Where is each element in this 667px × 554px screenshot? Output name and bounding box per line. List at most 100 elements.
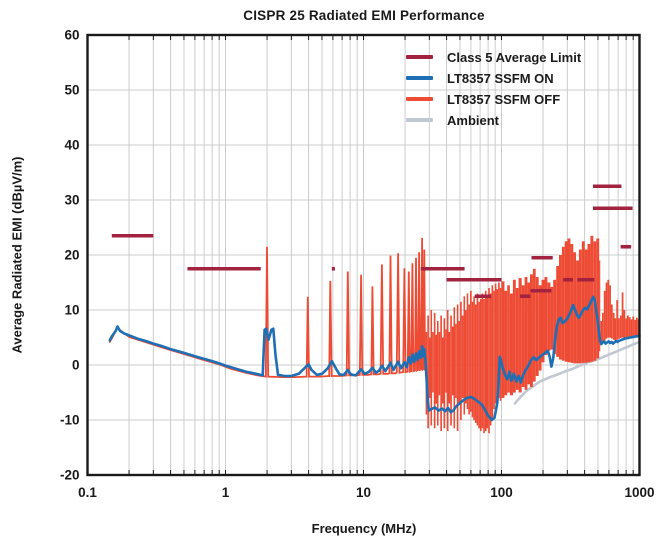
series-ssfm-off-band — [460, 301, 462, 421]
series-ssfm-off-band — [596, 238, 600, 359]
series-ssfm-off-band — [471, 301, 474, 418]
series-ssfm-off-band — [630, 319, 633, 338]
series-ssfm-off-band — [453, 307, 456, 429]
series-ssfm-off-band — [614, 318, 617, 341]
series-ssfm-off-band — [433, 312, 436, 429]
series-ssfm-off-band — [432, 332, 434, 393]
series-ssfm-off-band — [480, 299, 482, 431]
series-ssfm-off-band — [448, 332, 451, 404]
x-axis-title: Frequency (MHz) — [311, 521, 417, 536]
legend: Class 5 Average Limit LT8357 SSFM ON LT8… — [406, 49, 582, 128]
x-tick-label: 100 — [490, 485, 513, 500]
series-ssfm-off-band — [609, 285, 611, 338]
series-ssfm-off-band — [486, 296, 489, 429]
series-ssfm-off-band — [491, 285, 494, 421]
x-tick-label: 0.1 — [78, 485, 97, 500]
series-ssfm-off-band — [627, 315, 629, 339]
series-ssfm-off-band — [544, 277, 548, 356]
series-ssfm-off-band — [612, 312, 615, 340]
series-ssfm-off-band — [443, 318, 446, 429]
series-ssfm-off-band — [535, 277, 539, 376]
series-ssfm-off — [108, 237, 427, 378]
series-ssfm-off-band — [605, 282, 608, 339]
series-ssfm-off-band — [481, 293, 484, 429]
series-ssfm-off-band — [550, 286, 554, 350]
series-ssfm-off-band — [564, 241, 568, 362]
series-ssfm-off-band — [463, 296, 466, 415]
series-ssfm-off-band — [474, 304, 477, 423]
series-ssfm-off-band — [458, 321, 461, 404]
series-ssfm-off-band — [509, 293, 513, 396]
series-ssfm-off-band — [437, 321, 439, 426]
x-tick-label: 10 — [356, 485, 371, 500]
series-ssfm-off-band — [446, 310, 449, 431]
series-ssfm-off-band — [445, 329, 447, 393]
series-ssfm-off-band — [628, 317, 631, 338]
series-ssfm-off-band — [619, 315, 622, 339]
series-ssfm-off-band — [553, 279, 557, 355]
legend-label: Class 5 Average Limit — [447, 49, 582, 65]
series-ssfm-off-band — [600, 321, 602, 345]
series-ssfm-off-band — [532, 268, 536, 382]
legend-item-class5-limit: Class 5 Average Limit — [406, 49, 582, 65]
series-ssfm-off-band — [515, 288, 519, 390]
series-ssfm-off-band — [538, 285, 542, 371]
series-ssfm-off-band — [621, 292, 624, 338]
series-ambient — [513, 340, 641, 405]
series-ssfm-off-band — [507, 285, 510, 393]
series-ssfm-off-band — [499, 288, 502, 401]
y-tick-label: 20 — [64, 248, 79, 263]
series-ssfm-off-band — [493, 290, 495, 410]
chart-title: CISPR 25 Radiated EMI Performance — [243, 8, 485, 23]
y-tick-label: 40 — [64, 138, 79, 153]
series-ssfm-off-band — [625, 318, 627, 339]
series-ssfm-off-band — [576, 260, 579, 364]
series-ssfm-off-band — [438, 332, 441, 396]
y-tick-label: -10 — [60, 413, 80, 428]
series-ssfm-off-band — [518, 278, 522, 393]
series-ssfm-off-band — [501, 281, 505, 398]
series-ssfm-off-band — [504, 290, 508, 396]
legend-item-ambient: Ambient — [406, 112, 581, 128]
series-ssfm-off-band — [610, 304, 613, 339]
series-ssfm-off-band — [603, 290, 606, 341]
series-ssfm-off-band — [530, 274, 533, 388]
series-ssfm-off-band — [440, 315, 442, 431]
y-tick-label: 10 — [64, 303, 79, 318]
y-tick-label: -20 — [60, 468, 80, 483]
series-ssfm-off-band — [541, 279, 545, 363]
series-ssfm-off-band — [623, 310, 626, 339]
plot-frame — [86, 33, 641, 477]
series-ssfm-off-band — [468, 304, 470, 415]
series-ssfm-off-band — [489, 293, 492, 426]
series-ssfm-off-band — [441, 337, 444, 404]
series-ssfm-off-band — [584, 249, 588, 363]
series-ssfm-off-band — [496, 289, 499, 401]
series-ssfm-off-band — [636, 317, 638, 337]
series-ssfm-off-band — [451, 326, 454, 396]
legend-label: Ambient — [447, 112, 499, 128]
series-ssfm-off-band — [561, 246, 565, 361]
series-ssfm-off-band — [559, 255, 562, 360]
legend-label: LT8357 SSFM OFF — [447, 91, 561, 107]
series-ssfm-off-band — [430, 310, 433, 426]
y-axis-title: Average Radiated EMI (dBµV/m) — [9, 156, 25, 354]
series-ssfm-off-band — [483, 299, 485, 434]
series-ssfm-off-band — [456, 304, 459, 431]
ssfm-on-swatch-icon — [406, 76, 433, 80]
series-ssfm-off-band — [470, 290, 472, 412]
series-ssfm-off-band — [427, 315, 429, 429]
series-ssfm-off-band — [570, 244, 574, 363]
series-ssfm-off-band — [556, 266, 560, 357]
ambient-swatch-icon — [406, 118, 433, 122]
y-tick-label: 50 — [64, 83, 79, 98]
x-tick-label: 1000 — [624, 485, 654, 500]
ssfm-off-swatch-icon — [406, 97, 433, 101]
series-ssfm-off-band — [488, 288, 490, 434]
series-ssfm-off-band — [450, 315, 452, 426]
series-ssfm-off-band — [581, 241, 585, 363]
y-tick-label: 60 — [64, 28, 79, 43]
legend-item-ssfm-on: LT8357 SSFM ON — [406, 71, 581, 86]
